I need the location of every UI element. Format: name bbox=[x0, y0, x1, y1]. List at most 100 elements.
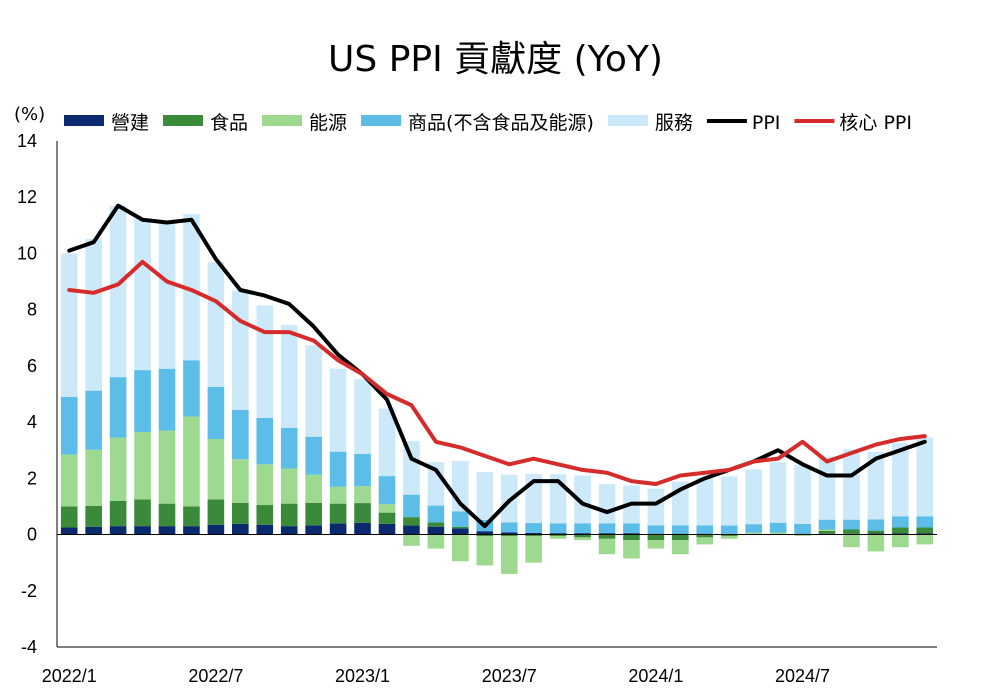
legend-swatch-2 bbox=[262, 115, 303, 126]
bar-segment-4-12 bbox=[354, 379, 371, 454]
y-axis-unit-label: (%) bbox=[14, 104, 45, 125]
legend-label-3: 商品(不含食品及能源) bbox=[408, 112, 594, 134]
bar-segment-0-33 bbox=[867, 533, 885, 535]
bar-segment-0-20 bbox=[549, 533, 567, 535]
bar-segment-1-7 bbox=[232, 502, 249, 524]
bar-segment-2-3 bbox=[134, 431, 151, 500]
bar-segment-0-8 bbox=[256, 524, 274, 535]
bar-segment-2-24 bbox=[647, 540, 665, 549]
bar-segment-2-31 bbox=[818, 529, 836, 531]
bar-segment-0-18 bbox=[500, 532, 518, 535]
bar-segment-2-33 bbox=[867, 534, 885, 552]
bar-segment-2-23 bbox=[623, 540, 640, 559]
bar-segment-2-27 bbox=[720, 535, 738, 539]
bar-segment-3-12 bbox=[354, 453, 371, 487]
bar-segment-0-16 bbox=[452, 528, 469, 535]
bar-segment-3-27 bbox=[720, 525, 738, 534]
legend-swatch-3 bbox=[361, 115, 402, 126]
bar-segment-2-25 bbox=[672, 540, 689, 555]
bar-segment-2-12 bbox=[354, 486, 371, 504]
bar-segment-4-35 bbox=[916, 437, 934, 517]
bar-segment-0-19 bbox=[525, 532, 542, 535]
bar-segment-2-6 bbox=[207, 438, 225, 500]
bar-segment-3-13 bbox=[378, 476, 396, 505]
bar-segment-3-21 bbox=[574, 523, 591, 534]
bar-segment-0-13 bbox=[378, 523, 396, 535]
bar-segment-2-2 bbox=[109, 437, 127, 501]
bar-segment-4-29 bbox=[769, 462, 787, 523]
bar-segment-4-32 bbox=[843, 449, 860, 520]
bar-segment-3-29 bbox=[769, 522, 787, 533]
bar-segment-3-30 bbox=[794, 523, 811, 534]
bar-segment-3-7 bbox=[232, 410, 249, 460]
bar-segment-4-27 bbox=[720, 476, 738, 526]
bar-segment-1-35 bbox=[916, 527, 934, 534]
bar-segment-2-15 bbox=[427, 534, 445, 549]
bar-segment-3-33 bbox=[867, 519, 885, 531]
legend-swatch-4 bbox=[607, 115, 648, 126]
bar-segment-0-10 bbox=[305, 525, 322, 535]
bar-segment-2-26 bbox=[696, 537, 714, 545]
bar-segment-2-9 bbox=[280, 468, 298, 504]
legend: 營建 食品 能源 商品(不含食品及能源) 服務 PPI 核心 PPI bbox=[64, 112, 912, 134]
bar-segment-3-5 bbox=[183, 360, 200, 417]
bar-segment-1-32 bbox=[843, 529, 860, 534]
bar-segment-1-33 bbox=[867, 530, 885, 534]
bar-segment-3-19 bbox=[525, 523, 542, 533]
bar-segment-2-10 bbox=[305, 474, 322, 503]
bar-segment-3-2 bbox=[109, 377, 127, 438]
y-tick-label: 12 bbox=[17, 187, 37, 207]
bar-segment-2-22 bbox=[598, 538, 616, 555]
bar-segment-2-0 bbox=[60, 454, 78, 507]
legend-label-4: 服務 bbox=[655, 112, 693, 134]
bar-segment-4-14 bbox=[403, 441, 420, 495]
bar-segment-1-12 bbox=[354, 503, 371, 523]
bar-segment-4-10 bbox=[305, 345, 322, 437]
bar-segment-0-6 bbox=[207, 524, 225, 535]
bar-segment-0-12 bbox=[354, 522, 371, 535]
bar-segment-4-28 bbox=[745, 469, 762, 525]
x-tick-label: 2024/1 bbox=[628, 666, 683, 686]
bar-segment-3-16 bbox=[452, 511, 469, 527]
bar-segment-2-34 bbox=[892, 534, 909, 548]
bar-segment-1-10 bbox=[305, 502, 322, 526]
bar-segment-2-32 bbox=[843, 534, 860, 548]
y-tick-label: 6 bbox=[27, 356, 37, 376]
bar-segment-0-14 bbox=[403, 525, 420, 535]
bar-segment-1-16 bbox=[452, 526, 469, 529]
bar-segment-2-30 bbox=[794, 534, 811, 536]
bar-segment-2-11 bbox=[329, 486, 347, 504]
bar-segment-1-18 bbox=[500, 534, 518, 536]
bar-segment-0-9 bbox=[280, 526, 298, 535]
bar-segment-1-15 bbox=[427, 522, 445, 527]
y-tick-label: 8 bbox=[27, 300, 37, 320]
bar-segment-2-17 bbox=[476, 535, 494, 566]
bar-segment-3-24 bbox=[647, 525, 665, 534]
bar-segment-2-28 bbox=[745, 532, 762, 534]
legend-label-5: PPI bbox=[752, 112, 781, 134]
bar-segment-2-1 bbox=[85, 449, 102, 506]
bar-segment-1-0 bbox=[60, 506, 78, 528]
bar-segment-0-0 bbox=[60, 527, 78, 535]
bar-segment-4-31 bbox=[818, 456, 836, 520]
bar-segment-0-17 bbox=[476, 531, 494, 535]
bar-segment-0-7 bbox=[232, 523, 249, 535]
bar-segment-3-23 bbox=[623, 523, 640, 534]
bar-segment-2-21 bbox=[574, 537, 591, 541]
bars-layer bbox=[60, 205, 934, 574]
bar-segment-3-8 bbox=[256, 417, 274, 465]
bar-segment-2-29 bbox=[769, 532, 787, 534]
y-tick-label: 4 bbox=[27, 412, 37, 432]
bar-segment-3-20 bbox=[549, 523, 567, 534]
bar-segment-3-1 bbox=[85, 390, 102, 450]
bar-segment-3-32 bbox=[843, 519, 860, 530]
x-tick-label: 2023/7 bbox=[482, 666, 537, 686]
bar-segment-1-2 bbox=[109, 500, 127, 527]
bar-segment-2-13 bbox=[378, 504, 396, 513]
bar-segment-3-9 bbox=[280, 427, 298, 469]
bar-segment-1-5 bbox=[183, 506, 200, 527]
bar-segment-1-21 bbox=[574, 534, 591, 538]
y-tick-label: 10 bbox=[17, 243, 37, 263]
bar-segment-0-21 bbox=[574, 533, 591, 535]
legend-label-2: 能源 bbox=[309, 112, 347, 134]
